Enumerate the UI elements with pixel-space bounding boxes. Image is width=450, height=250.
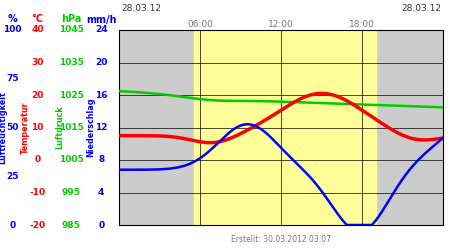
- Text: °C: °C: [32, 14, 43, 24]
- Text: -20: -20: [29, 220, 45, 230]
- Text: 1035: 1035: [58, 58, 84, 67]
- Text: 1045: 1045: [58, 26, 84, 35]
- Text: 100: 100: [3, 26, 22, 35]
- Text: 995: 995: [62, 188, 81, 197]
- Text: 12: 12: [95, 123, 108, 132]
- Text: 50: 50: [6, 123, 19, 132]
- Text: 1005: 1005: [58, 156, 84, 164]
- Text: 20: 20: [95, 58, 108, 67]
- Text: 28.03.12: 28.03.12: [401, 4, 441, 13]
- Text: 75: 75: [6, 74, 19, 83]
- Text: 28.03.12: 28.03.12: [121, 4, 161, 13]
- Bar: [194, 30, 376, 225]
- Text: 25: 25: [6, 172, 19, 181]
- Text: 0: 0: [34, 156, 40, 164]
- Text: hPa: hPa: [61, 14, 81, 24]
- Text: 985: 985: [62, 220, 81, 230]
- Text: Niederschlag: Niederschlag: [86, 98, 95, 157]
- Text: Temperatur: Temperatur: [21, 101, 30, 154]
- Text: 4: 4: [98, 188, 104, 197]
- Text: 40: 40: [31, 26, 44, 35]
- Text: 8: 8: [98, 156, 104, 164]
- Text: 0: 0: [9, 220, 16, 230]
- Text: 24: 24: [95, 26, 108, 35]
- Text: 1015: 1015: [58, 123, 84, 132]
- Text: -10: -10: [29, 188, 45, 197]
- Text: 20: 20: [31, 90, 44, 100]
- Text: Luftdruck: Luftdruck: [55, 106, 64, 149]
- Text: %: %: [8, 14, 18, 24]
- Text: mm/h: mm/h: [86, 14, 117, 24]
- Text: Luftfeuchtigkeit: Luftfeuchtigkeit: [0, 91, 8, 164]
- Text: 0: 0: [98, 220, 104, 230]
- Text: 16: 16: [95, 90, 108, 100]
- Text: Erstellt: 30.03.2012 03:07: Erstellt: 30.03.2012 03:07: [231, 235, 331, 244]
- Text: 1025: 1025: [58, 90, 84, 100]
- Text: 10: 10: [31, 123, 44, 132]
- Text: 30: 30: [31, 58, 44, 67]
